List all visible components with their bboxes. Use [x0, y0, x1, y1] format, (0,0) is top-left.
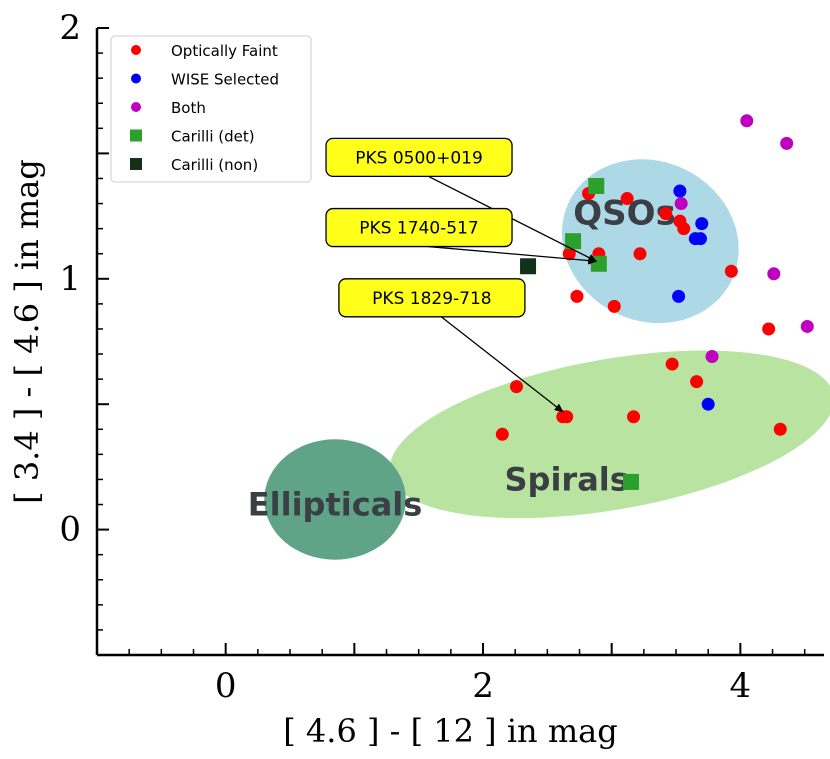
- legend-entry-4: Carilli (non): [171, 156, 258, 174]
- point-optically-faint-14: [690, 375, 704, 389]
- point-optically-faint-0: [562, 247, 576, 261]
- axes: 0 2 4 0 1 2 [ 4.6 ] - [ 12 ] in mag [ 3.4 ] - […: [8, 8, 824, 750]
- point-both-5: [705, 350, 719, 364]
- legend-entry-1: WISE Selected: [171, 71, 279, 89]
- annotation-label-1: PKS 1740-517: [359, 219, 478, 239]
- point-optically-faint-18: [560, 410, 574, 424]
- annotation-box-0: [325, 137, 513, 178]
- annotation-arrow-2: [440, 316, 564, 413]
- annotation-label-0: PKS 0500+019: [355, 148, 483, 168]
- point-optically-faint-7: [633, 247, 647, 261]
- legend-marker-0: [131, 45, 141, 55]
- point-both-0: [740, 114, 754, 128]
- point-both-2: [674, 197, 688, 211]
- x-tick-label-1: 2: [472, 666, 494, 706]
- region-label-spirals: Spirals: [504, 460, 628, 498]
- legend-box: [110, 35, 312, 183]
- x-axis-label: [ 4.6 ] - [ 12 ] in mag: [283, 712, 617, 750]
- y-tick-label-2: 2: [59, 8, 81, 48]
- legend-marker-4: [130, 158, 142, 170]
- point-optically-faint-16: [495, 427, 509, 441]
- y-axis-label: [ 3.4 ] - [ 4.6 ] in mag: [8, 159, 46, 504]
- point-optically-faint-15: [509, 380, 523, 394]
- legend-marker-3: [130, 129, 142, 142]
- point-carilli-det-3: [622, 473, 639, 490]
- point-carilli-det-1: [565, 233, 582, 250]
- point-both-4: [800, 319, 814, 333]
- annotation-box-1: [325, 207, 513, 248]
- x-tick-label-0: 0: [215, 666, 237, 706]
- point-optically-faint-2: [620, 192, 634, 206]
- region-spirals: [389, 350, 830, 519]
- point-optically-faint-20: [773, 422, 787, 436]
- point-wise-selected-3: [693, 232, 707, 246]
- legend-entry-3: Carilli (det): [171, 128, 255, 146]
- point-both-1: [780, 136, 794, 150]
- x-tick-label-2: 4: [730, 666, 752, 706]
- point-optically-faint-13: [665, 357, 679, 371]
- legend-marker-2: [131, 102, 141, 112]
- data-points-layer: [495, 114, 814, 490]
- point-optically-faint-10: [677, 222, 691, 236]
- point-carilli-det-2: [590, 255, 607, 272]
- y-tick-label-0: 0: [59, 510, 81, 550]
- region-ellipticals: [264, 439, 406, 560]
- point-optically-faint-19: [627, 410, 641, 424]
- point-wise-selected-4: [672, 289, 686, 303]
- region-label-ellipticals: Ellipticals: [248, 486, 423, 524]
- point-wise-selected-0: [673, 184, 687, 198]
- point-optically-faint-3: [570, 289, 584, 303]
- point-optically-faint-6: [607, 299, 621, 313]
- point-optically-faint-8: [659, 207, 673, 221]
- legend: Optically Faint WISE Selected Both Carilli …: [110, 35, 312, 183]
- legend-entry-2: Both: [171, 99, 206, 117]
- point-optically-faint-12: [762, 322, 776, 336]
- annotation-label-2: PKS 1829-718: [372, 289, 491, 309]
- annotations-layer: PKS 0500+019 PKS 1740-517 PKS 1829-718: [325, 137, 598, 413]
- point-both-3: [767, 267, 781, 281]
- point-carilli-non-0: [520, 258, 537, 275]
- point-wise-selected-1: [695, 217, 709, 231]
- annotation-arrow-1: [428, 245, 598, 265]
- legend-marker-1: [131, 73, 141, 84]
- region-qsos: [561, 159, 739, 324]
- point-wise-selected-5: [701, 397, 715, 411]
- y-tick-label-1: 1: [59, 259, 81, 299]
- point-optically-faint-11: [724, 264, 738, 278]
- point-carilli-det-0: [588, 178, 605, 195]
- regions-layer: [264, 159, 830, 560]
- annotation-box-2: [338, 278, 526, 318]
- legend-entry-0: Optically Faint: [171, 42, 278, 60]
